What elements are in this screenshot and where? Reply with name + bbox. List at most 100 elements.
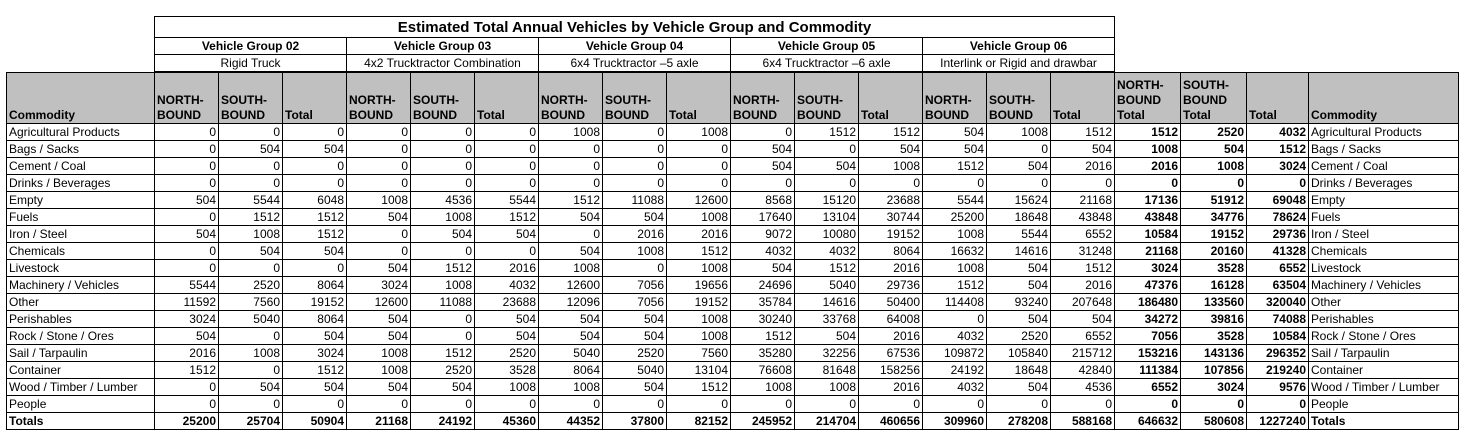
- commodity-label: Drinks / Beverages: [6, 174, 155, 192]
- value-cell: 504: [538, 327, 603, 345]
- commodity-label: Iron / Steel: [6, 225, 155, 243]
- value-cell: 105840: [986, 344, 1051, 362]
- value-cell: 504: [986, 310, 1051, 328]
- value-cell: 1512: [282, 361, 347, 379]
- commodity-label-right: Cement / Coal: [1308, 157, 1459, 175]
- table-row: Fuels 0 1512 1512 504 1008 1512 504 504 1008 17640…: [6, 208, 1459, 226]
- commodity-label-right: Livestock: [1308, 259, 1459, 277]
- column-header-north: NORTH- BOUND: [346, 72, 411, 124]
- value-cell: 11088: [602, 191, 667, 209]
- value-cell: 1512: [218, 208, 283, 226]
- table-row: Chemicals 0 504 504 0 0 0 504 1008 1512 4032 4032 80…: [6, 242, 1459, 260]
- commodity-label: Agricultural Products: [6, 123, 155, 141]
- value-cell: 1008: [986, 123, 1051, 141]
- value-cell: 5544: [218, 191, 283, 209]
- value-cell: 158256: [858, 361, 923, 379]
- value-cell: 0: [474, 174, 539, 192]
- value-cell: 207648: [1050, 293, 1115, 311]
- table-row: Empty 504 5544 6048 1008 4536 5544 1512 11088 126…: [6, 191, 1459, 209]
- value-cell: 19656: [666, 276, 731, 294]
- value-cell: 1008: [922, 225, 987, 243]
- value-cell: 25704: [218, 412, 283, 430]
- value-cell: 504: [1050, 310, 1115, 328]
- commodity-label: Machinery / Vehicles: [6, 276, 155, 294]
- value-cell: 0: [154, 123, 219, 141]
- value-cell: 14616: [986, 242, 1051, 260]
- value-cell: 0: [346, 225, 411, 243]
- value-cell: 215712: [1050, 344, 1115, 362]
- row-total-cell: 107856: [1180, 361, 1247, 379]
- row-total-cell: 0: [1246, 174, 1309, 192]
- value-cell: 44352: [538, 412, 603, 430]
- value-cell: 2016: [602, 225, 667, 243]
- column-header-south: SOUTH- BOUND: [410, 72, 475, 124]
- value-cell: 25200: [922, 208, 987, 226]
- column-header-north-total: NORTH- BOUND Total: [1114, 72, 1181, 124]
- commodity-label-right: Drinks / Beverages: [1308, 174, 1459, 192]
- value-cell: 1008: [346, 344, 411, 362]
- value-cell: 6552: [1050, 327, 1115, 345]
- commodity-label-right: Iron / Steel: [1308, 225, 1459, 243]
- value-cell: 0: [218, 174, 283, 192]
- value-cell: 0: [602, 157, 667, 175]
- value-cell: 8064: [538, 361, 603, 379]
- commodity-label: Rock / Stone / Ores: [6, 327, 155, 345]
- vehicle-group-name: Vehicle Group 03: [346, 37, 539, 55]
- value-cell: 2016: [858, 327, 923, 345]
- value-cell: 1008: [346, 191, 411, 209]
- row-total-cell: 34776: [1180, 208, 1247, 226]
- value-cell: 1512: [474, 208, 539, 226]
- value-cell: 35280: [730, 344, 795, 362]
- value-cell: 1512: [730, 327, 795, 345]
- value-cell: 3528: [474, 361, 539, 379]
- row-total-cell: 51912: [1180, 191, 1247, 209]
- value-cell: 5040: [538, 344, 603, 362]
- table-row: Container 1512 0 1512 1008 2520 3528 8064 5040 13…: [6, 361, 1459, 379]
- value-cell: 1008: [666, 259, 731, 277]
- value-cell: 0: [218, 123, 283, 141]
- value-cell: 4536: [1050, 378, 1115, 396]
- value-cell: 504: [1050, 140, 1115, 158]
- value-cell: 4032: [922, 327, 987, 345]
- commodity-label-right: Bags / Sacks: [1308, 140, 1459, 158]
- value-cell: 0: [218, 395, 283, 413]
- row-total-cell: 143136: [1180, 344, 1247, 362]
- value-cell: 2520: [986, 327, 1051, 345]
- value-cell: 0: [1050, 395, 1115, 413]
- value-cell: 504: [346, 259, 411, 277]
- commodity-label-right: Container: [1308, 361, 1459, 379]
- value-cell: 460656: [858, 412, 923, 430]
- value-cell: 0: [154, 259, 219, 277]
- value-cell: 1008: [858, 157, 923, 175]
- value-cell: 1512: [1050, 259, 1115, 277]
- row-total-cell: 3024: [1114, 259, 1181, 277]
- value-cell: 1008: [730, 378, 795, 396]
- value-cell: 1008: [794, 378, 859, 396]
- value-cell: 504: [602, 208, 667, 226]
- column-header-south: SOUTH- BOUND: [794, 72, 859, 124]
- value-cell: 0: [410, 174, 475, 192]
- value-cell: 8064: [282, 276, 347, 294]
- value-cell: 30744: [858, 208, 923, 226]
- row-total-cell: 43848: [1114, 208, 1181, 226]
- value-cell: 504: [346, 208, 411, 226]
- value-cell: 0: [602, 140, 667, 158]
- column-header-north: NORTH- BOUND: [730, 72, 795, 124]
- value-cell: 504: [538, 208, 603, 226]
- row-total-cell: 186480: [1114, 293, 1181, 311]
- value-cell: 0: [410, 123, 475, 141]
- row-total-cell: 34272: [1114, 310, 1181, 328]
- value-cell: 0: [666, 140, 731, 158]
- value-cell: 10080: [794, 225, 859, 243]
- value-cell: 1008: [538, 259, 603, 277]
- commodity-label-right: Perishables: [1308, 310, 1459, 328]
- row-total-cell: 78624: [1246, 208, 1309, 226]
- value-cell: 4032: [474, 276, 539, 294]
- commodity-label: Empty: [6, 191, 155, 209]
- value-cell: 24192: [410, 412, 475, 430]
- value-cell: 0: [986, 174, 1051, 192]
- commodity-label-right: People: [1308, 395, 1459, 413]
- value-cell: 1512: [922, 157, 987, 175]
- commodity-label-right: Sail / Tarpaulin: [1308, 344, 1459, 362]
- value-cell: 2016: [154, 344, 219, 362]
